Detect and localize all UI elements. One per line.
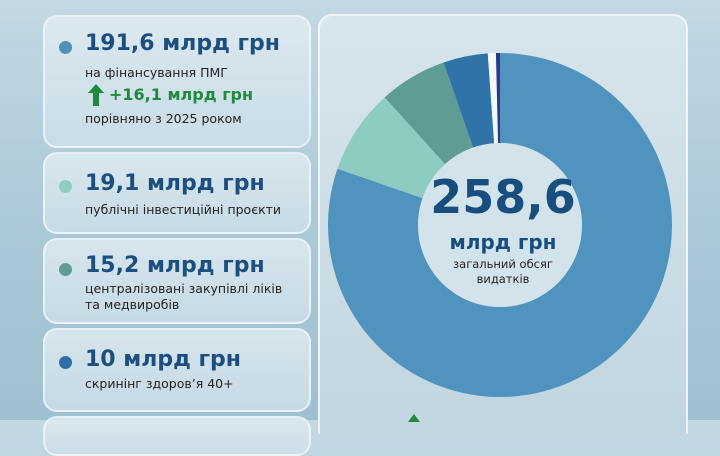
total-value: 258,6 xyxy=(430,170,576,224)
total-unit: млрд грн xyxy=(449,230,557,254)
screening-description: скринінг здоров’я 40+ xyxy=(85,376,234,391)
pmg-description: на фінансування ПМГ xyxy=(85,65,228,80)
total-caption-line1: загальний обсяг xyxy=(453,257,553,271)
pmg-delta: +16,1 млрд грн xyxy=(109,85,254,104)
pmg-delta-note: порівняно з 2025 роком xyxy=(85,111,242,126)
investment-description: публічні інвестиційні проєкти xyxy=(85,202,282,217)
donut-hole xyxy=(418,143,582,307)
card-pmg: 191,6 млрд грн на фінансування ПМГ +16,1… xyxy=(43,15,311,148)
total-caption-line2: видатків xyxy=(476,272,530,286)
card-public-investment: 19,1 млрд грн публічні інвестиційні проє… xyxy=(43,152,311,234)
investment-amount: 19,1 млрд грн xyxy=(85,171,265,196)
procurement-description-line1: централізовані закупівлі ліків xyxy=(85,281,283,296)
legend-dot-icon xyxy=(59,263,72,276)
donut-segment xyxy=(384,62,474,165)
arrow-up-icon xyxy=(88,84,104,106)
donut-chart xyxy=(328,53,672,398)
card-partial xyxy=(43,416,311,456)
donut-segment xyxy=(487,53,499,144)
procurement-description-line2: та медвиробів xyxy=(85,297,180,312)
donut-segment xyxy=(337,97,446,199)
donut-segment xyxy=(328,53,672,398)
legend-dot-icon xyxy=(59,356,72,369)
legend-dot-icon xyxy=(59,180,72,193)
procurement-amount: 15,2 млрд грн xyxy=(85,253,265,278)
pmg-amount: 191,6 млрд грн xyxy=(85,31,280,56)
chart-panel: 258,6 млрд грн загальний обсяг видатків xyxy=(318,14,688,434)
card-centralized-procurement: 15,2 млрд грн централізовані закупівлі л… xyxy=(43,238,311,324)
arrow-up-icon xyxy=(408,414,420,422)
donut-segment xyxy=(495,53,500,144)
card-health-screening: 10 млрд грн скринінг здоров’я 40+ xyxy=(43,328,311,412)
donut-segment xyxy=(443,53,495,148)
legend-dot-icon xyxy=(59,41,72,54)
screening-amount: 10 млрд грн xyxy=(85,347,241,372)
